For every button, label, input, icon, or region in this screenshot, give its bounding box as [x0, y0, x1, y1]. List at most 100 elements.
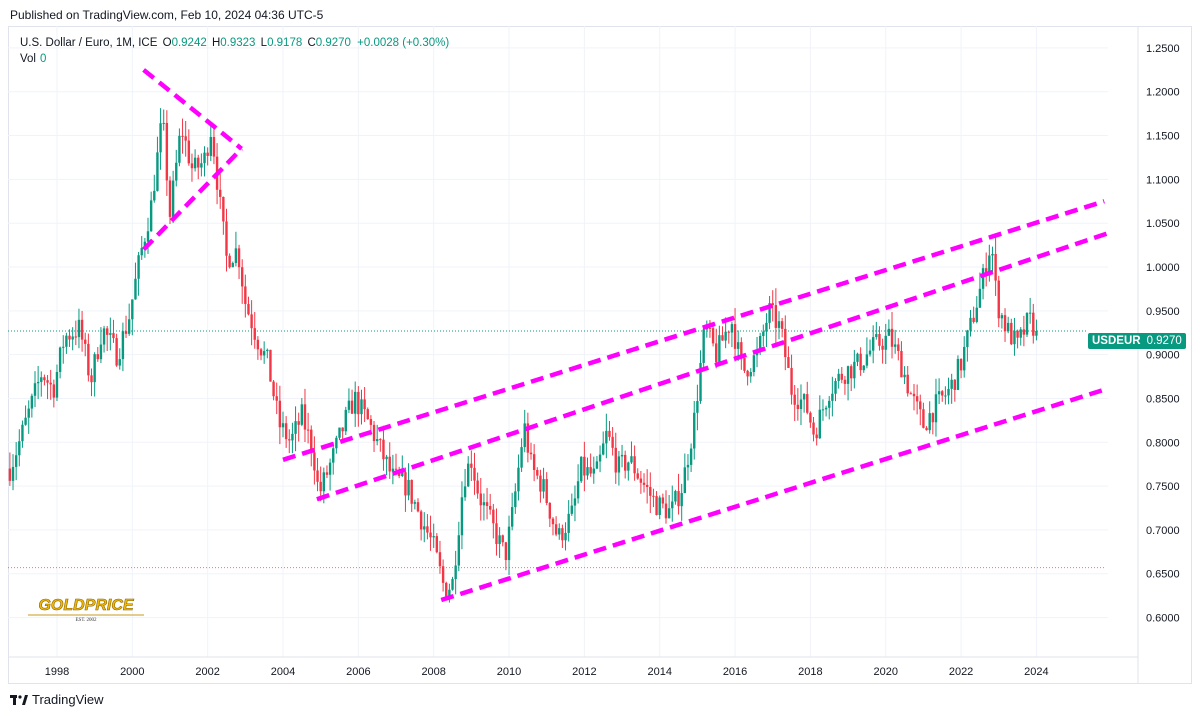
candle-body [219, 189, 222, 197]
y-tick-label: 0.9000 [1146, 350, 1180, 362]
candle-body [636, 473, 639, 479]
candle-body [699, 362, 702, 402]
candle-body [363, 399, 366, 410]
candle-body [862, 365, 865, 371]
candle-body [262, 351, 266, 356]
candle-body [310, 429, 313, 453]
candle-body [278, 400, 282, 428]
candle-body [8, 468, 12, 481]
candle-body [30, 395, 34, 409]
candle-body [284, 423, 288, 440]
x-tick-label: 2012 [572, 666, 596, 678]
candle-body [448, 589, 451, 600]
candle-body [14, 455, 18, 467]
candle-body [149, 200, 153, 232]
candle-body [721, 335, 724, 341]
candle-body [369, 419, 373, 425]
low-label: L [260, 37, 268, 49]
x-tick-label: 2016 [723, 666, 747, 678]
candle-body [404, 472, 407, 496]
y-tick-label: 1.1000 [1146, 174, 1180, 186]
candle-body [510, 507, 514, 527]
candle-body [476, 480, 479, 494]
candle-body [736, 342, 740, 349]
axis-layer: 1.2500 1.2000 1.1500 1.1000 1.0500 1.0000 0.95… [8, 26, 1180, 683]
candle-body [642, 482, 646, 485]
candle-body [124, 331, 128, 334]
candle-body [1019, 329, 1022, 338]
price-tag-ticker: USDEUR [1092, 335, 1141, 347]
candle-body [994, 253, 997, 281]
open-label: O [162, 37, 172, 49]
candle-body [250, 314, 253, 329]
candle-body [49, 382, 52, 385]
candle-body [504, 542, 508, 561]
candle-body [43, 377, 46, 381]
candle-body [87, 343, 90, 376]
candle-body [570, 505, 574, 514]
candle-body [62, 346, 65, 348]
candle-body [689, 448, 693, 465]
candle-body [84, 339, 87, 344]
x-tick-label: 2006 [346, 666, 370, 678]
candle-body [997, 280, 1000, 319]
candle-body [463, 486, 467, 498]
candle-body [372, 424, 376, 442]
candle-body [272, 381, 275, 397]
candle-body [972, 317, 975, 322]
y-tick-label: 0.8500 [1146, 393, 1180, 405]
candle-body [749, 372, 752, 377]
candle-body [548, 502, 552, 519]
candle-body [963, 346, 966, 371]
candle-body [203, 152, 206, 164]
candle-body [288, 439, 291, 441]
candle-body [746, 370, 749, 377]
candle-body [350, 400, 354, 414]
candle-body [806, 394, 809, 413]
candle-body [730, 324, 734, 333]
candle-body [303, 404, 307, 430]
tradingview-footer: TradingView [10, 692, 104, 707]
candle-body [325, 472, 329, 475]
candle-body [52, 384, 56, 398]
close-value: 0.9270 [315, 37, 351, 49]
candle-body [824, 407, 828, 410]
y-tick-label: 0.6500 [1146, 569, 1180, 581]
last-price-tag: USDEUR 0.9270 [1088, 333, 1186, 349]
svg-text:GOLDPRICE: GOLDPRICE [38, 597, 134, 614]
candle-body [780, 321, 784, 329]
candle-body [887, 328, 891, 336]
candle-body [649, 486, 652, 496]
candle-body [956, 358, 960, 390]
candle-body [354, 391, 357, 414]
candle-body [583, 456, 586, 476]
candle-body [134, 278, 137, 300]
candle-body [328, 462, 332, 475]
candle-body [667, 508, 671, 519]
x-tick-label: 2008 [421, 666, 445, 678]
candle-body [586, 467, 589, 476]
candle-body [655, 496, 658, 515]
candle-body [853, 361, 856, 379]
candle-body [495, 523, 498, 545]
candle-body [36, 381, 40, 384]
candle-body [614, 447, 617, 473]
candle-body [696, 401, 699, 413]
x-tick-label: 2002 [195, 666, 219, 678]
candle-body [209, 137, 212, 156]
candle-body [762, 331, 765, 337]
candle-body [231, 262, 234, 268]
candle-body [65, 335, 68, 347]
candle-body [441, 566, 445, 583]
tradingview-icon [10, 694, 28, 705]
candle-body [485, 502, 489, 507]
candle-body [1000, 315, 1004, 319]
trendline-triangle-upper [142, 68, 243, 151]
candle-body [536, 470, 539, 476]
candle-body [55, 371, 59, 398]
candle-body [1003, 315, 1007, 332]
published-header: Published on TradingView.com, Feb 10, 20… [10, 8, 324, 22]
candle-body [620, 454, 624, 457]
candle-body [382, 439, 385, 460]
